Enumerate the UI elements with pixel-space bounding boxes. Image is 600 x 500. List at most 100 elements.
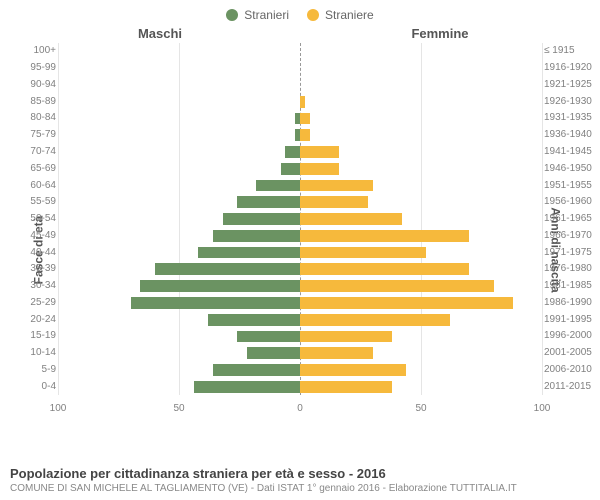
col-title-female: Femmine bbox=[320, 26, 600, 41]
bar-male bbox=[155, 263, 300, 275]
age-label: 75-79 bbox=[22, 130, 56, 140]
bar-row: 30-341981-1985 bbox=[58, 278, 542, 295]
legend-label-female: Straniere bbox=[325, 8, 374, 22]
x-tick: 100 bbox=[50, 403, 67, 414]
bar-female bbox=[300, 247, 426, 259]
bar-male bbox=[208, 314, 300, 326]
bar-row: 45-491966-1970 bbox=[58, 227, 542, 244]
year-label: 1961-1965 bbox=[544, 214, 594, 224]
age-label: 25-29 bbox=[22, 298, 56, 308]
footer-subtitle: COMUNE DI SAN MICHELE AL TAGLIAMENTO (VE… bbox=[10, 483, 590, 494]
bar-female bbox=[300, 129, 310, 141]
bar-row: 5-92006-2010 bbox=[58, 362, 542, 379]
legend-item-female: Straniere bbox=[307, 8, 374, 22]
bar-row: 25-291986-1990 bbox=[58, 294, 542, 311]
bar-female bbox=[300, 297, 513, 309]
bar-female bbox=[300, 213, 402, 225]
bar-row: 80-841931-1935 bbox=[58, 110, 542, 127]
x-tick: 50 bbox=[415, 403, 426, 414]
x-tick: 100 bbox=[534, 403, 551, 414]
chart-footer: Popolazione per cittadinanza straniera p… bbox=[10, 466, 590, 494]
bar-row: 0-42011-2015 bbox=[58, 378, 542, 395]
year-label: 1991-1995 bbox=[544, 315, 594, 325]
age-label: 20-24 bbox=[22, 315, 56, 325]
age-label: 70-74 bbox=[22, 147, 56, 157]
bar-female bbox=[300, 331, 392, 343]
year-label: 1936-1940 bbox=[544, 130, 594, 140]
year-label: 1956-1960 bbox=[544, 197, 594, 207]
x-tick: 0 bbox=[297, 403, 303, 414]
bar-male bbox=[223, 213, 300, 225]
age-label: 40-44 bbox=[22, 248, 56, 258]
col-title-male: Maschi bbox=[0, 26, 280, 41]
year-label: 1966-1970 bbox=[544, 231, 594, 241]
bar-female bbox=[300, 280, 494, 292]
bar-male bbox=[237, 196, 300, 208]
legend-swatch-male bbox=[226, 9, 238, 21]
bar-row: 10-142001-2005 bbox=[58, 345, 542, 362]
age-label: 55-59 bbox=[22, 197, 56, 207]
bar-female bbox=[300, 314, 450, 326]
year-label: 1981-1985 bbox=[544, 281, 594, 291]
legend: Stranieri Straniere bbox=[0, 0, 600, 26]
bar-male bbox=[194, 381, 300, 393]
bar-row: 35-391976-1980 bbox=[58, 261, 542, 278]
year-label: 2001-2005 bbox=[544, 348, 594, 358]
bar-female bbox=[300, 381, 392, 393]
year-label: 1951-1955 bbox=[544, 181, 594, 191]
age-label: 0-4 bbox=[22, 382, 56, 392]
x-tick: 50 bbox=[173, 403, 184, 414]
bar-male bbox=[213, 230, 300, 242]
bar-male bbox=[198, 247, 300, 259]
bar-male bbox=[237, 331, 300, 343]
year-label: 1996-2000 bbox=[544, 331, 594, 341]
bar-female bbox=[300, 96, 305, 108]
bar-row: 85-891926-1930 bbox=[58, 93, 542, 110]
bar-female bbox=[300, 263, 469, 275]
year-label: 1921-1925 bbox=[544, 80, 594, 90]
age-label: 95-99 bbox=[22, 63, 56, 73]
legend-item-male: Stranieri bbox=[226, 8, 289, 22]
legend-label-male: Stranieri bbox=[244, 8, 289, 22]
bar-female bbox=[300, 113, 310, 125]
age-label: 90-94 bbox=[22, 80, 56, 90]
bar-row: 50-541961-1965 bbox=[58, 211, 542, 228]
bar-row: 75-791936-1940 bbox=[58, 127, 542, 144]
year-label: 1946-1950 bbox=[544, 164, 594, 174]
age-label: 30-34 bbox=[22, 281, 56, 291]
bar-row: 100+≤ 1915 bbox=[58, 43, 542, 60]
age-label: 45-49 bbox=[22, 231, 56, 241]
age-label: 85-89 bbox=[22, 97, 56, 107]
bar-row: 70-741941-1945 bbox=[58, 144, 542, 161]
year-label: 1986-1990 bbox=[544, 298, 594, 308]
age-label: 35-39 bbox=[22, 264, 56, 274]
year-label: 1941-1945 bbox=[544, 147, 594, 157]
year-label: 1926-1930 bbox=[544, 97, 594, 107]
bar-female bbox=[300, 347, 373, 359]
bar-female bbox=[300, 364, 406, 376]
age-label: 65-69 bbox=[22, 164, 56, 174]
age-label: 50-54 bbox=[22, 214, 56, 224]
bar-male bbox=[256, 180, 300, 192]
bar-male bbox=[131, 297, 300, 309]
legend-swatch-female bbox=[307, 9, 319, 21]
age-label: 10-14 bbox=[22, 348, 56, 358]
year-label: 1971-1975 bbox=[544, 248, 594, 258]
bar-male bbox=[247, 347, 300, 359]
bar-row: 60-641951-1955 bbox=[58, 177, 542, 194]
age-label: 60-64 bbox=[22, 181, 56, 191]
year-label: 2006-2010 bbox=[544, 365, 594, 375]
bar-female bbox=[300, 163, 339, 175]
bar-female bbox=[300, 146, 339, 158]
bar-row: 95-991916-1920 bbox=[58, 60, 542, 77]
bar-female bbox=[300, 180, 373, 192]
bar-row: 90-941921-1925 bbox=[58, 77, 542, 94]
bar-row: 65-691946-1950 bbox=[58, 160, 542, 177]
footer-title: Popolazione per cittadinanza straniera p… bbox=[10, 466, 590, 481]
column-titles: Maschi Femmine bbox=[0, 26, 600, 41]
bar-male bbox=[140, 280, 300, 292]
age-label: 15-19 bbox=[22, 331, 56, 341]
year-label: 2011-2015 bbox=[544, 382, 594, 392]
bar-rows: 100+≤ 191595-991916-192090-941921-192585… bbox=[58, 43, 542, 395]
age-label: 5-9 bbox=[22, 365, 56, 375]
